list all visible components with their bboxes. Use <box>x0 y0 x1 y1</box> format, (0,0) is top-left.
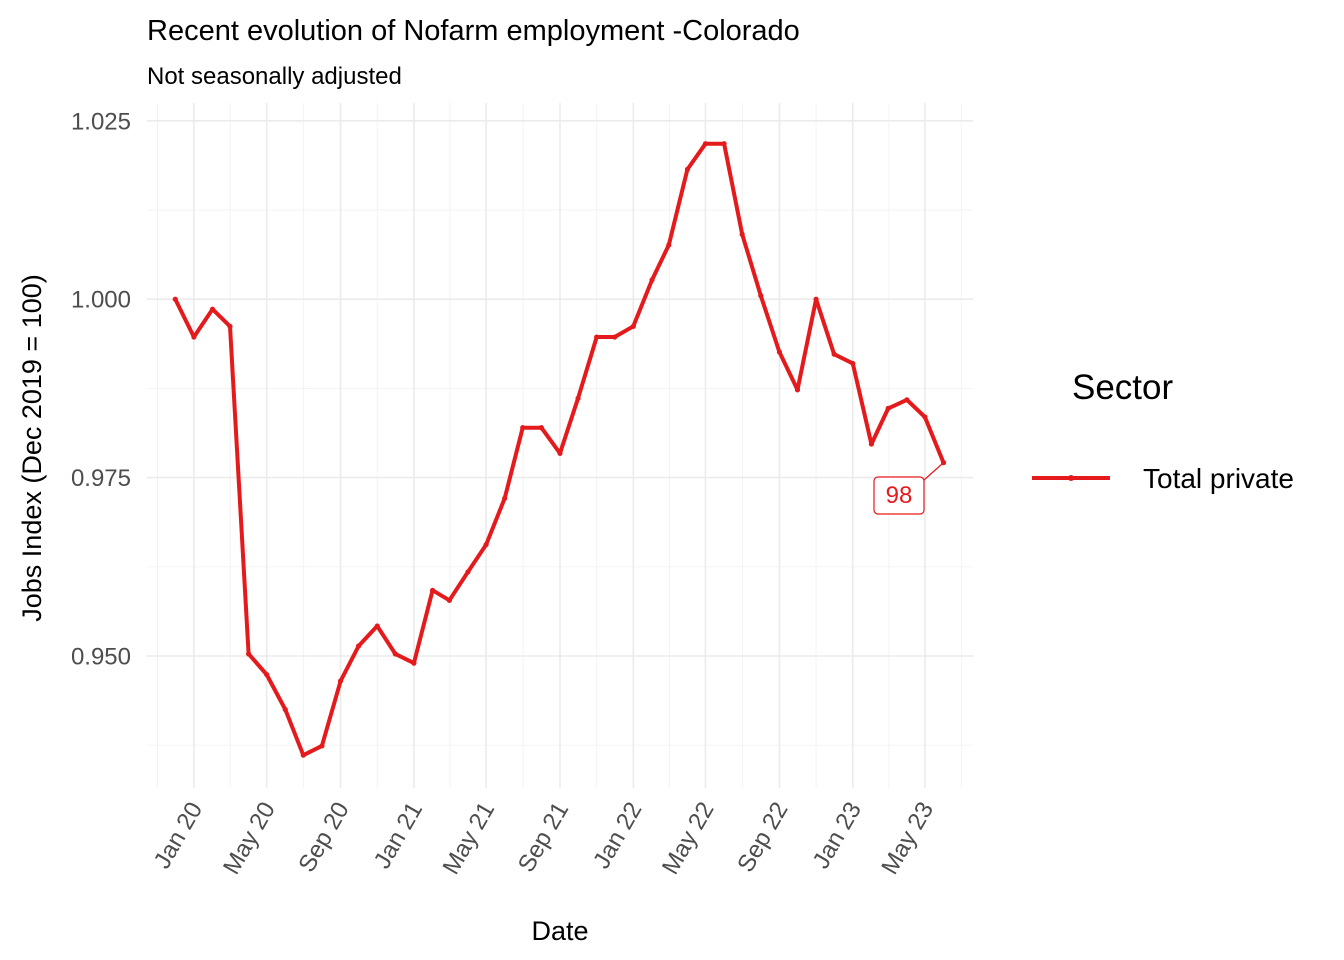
x-tick-label: May 20 <box>218 798 281 880</box>
annotation-label-box <box>873 476 925 515</box>
data-point <box>831 351 837 357</box>
legend-label-total-private: Total private <box>1143 463 1294 494</box>
data-point <box>429 587 436 593</box>
data-point <box>245 651 252 657</box>
x-tick-label: May 21 <box>438 798 501 880</box>
data-point <box>538 425 544 431</box>
legend-key-point <box>1068 475 1074 481</box>
data-point <box>868 441 875 447</box>
data-point <box>264 671 270 678</box>
data-point <box>666 242 672 248</box>
data-point <box>776 349 783 355</box>
annotation-leader-line <box>923 462 944 481</box>
data-point <box>209 306 216 312</box>
y-axis-title: Jobs Index (Dec 2019 = 100) <box>17 274 47 621</box>
data-point <box>374 623 380 629</box>
data-point <box>227 323 233 329</box>
data-point <box>300 752 306 758</box>
data-point <box>594 334 600 340</box>
data-point <box>575 395 581 402</box>
y-tick-label: 1.000 <box>71 287 131 314</box>
data-point <box>465 569 471 575</box>
data-point <box>282 706 288 713</box>
data-point <box>557 450 563 456</box>
x-axis-ticks: Jan 20 May 20 Sep 20 Jan 21 May 21 Sep 21 Jan … <box>149 798 939 880</box>
data-point <box>319 743 325 749</box>
grid-lines <box>147 103 973 788</box>
data-point <box>191 334 197 340</box>
data-point <box>721 141 727 147</box>
data-point <box>904 397 910 403</box>
data-point <box>649 277 655 283</box>
x-tick-label: Jan 21 <box>369 798 428 874</box>
plot-panel: 98 <box>147 103 973 788</box>
y-tick-label: 0.975 <box>71 465 131 492</box>
x-tick-label: Sep 21 <box>513 798 574 877</box>
legend: Sector Total private <box>1032 368 1294 494</box>
data-point <box>502 495 508 501</box>
x-tick-label: Jan 22 <box>588 798 647 874</box>
data-point <box>337 678 344 684</box>
x-tick-label: May 23 <box>876 798 939 880</box>
data-point <box>850 360 856 367</box>
data-point <box>922 414 928 420</box>
data-point <box>758 293 764 299</box>
x-tick-label: Sep 22 <box>732 798 793 877</box>
y-tick-label: 0.950 <box>71 643 131 670</box>
data-point <box>684 166 691 172</box>
data-point <box>702 141 709 147</box>
y-tick-label: 1.025 <box>71 108 131 135</box>
x-axis-title: Date <box>531 916 588 946</box>
x-tick-label: Sep 20 <box>293 798 354 877</box>
x-tick-label: Jan 20 <box>149 798 208 874</box>
y-axis-ticks: 0.950 0.975 1.000 1.025 <box>71 108 131 670</box>
data-point <box>172 296 178 302</box>
annotation-label: 98 <box>886 482 913 509</box>
data-point <box>392 651 398 657</box>
annotation-layer: 98 <box>873 462 944 515</box>
legend-title: Sector <box>1072 368 1173 407</box>
x-tick-label: May 22 <box>657 798 720 880</box>
data-point <box>885 405 891 411</box>
chart-title: Recent evolution of Nofarm employment -C… <box>147 15 800 47</box>
data-point <box>739 231 745 237</box>
data-point <box>411 660 417 666</box>
data-point <box>813 296 819 302</box>
data-point <box>520 425 526 431</box>
data-point <box>446 597 452 603</box>
data-point <box>630 323 636 329</box>
data-point <box>612 334 618 340</box>
chart-subtitle: Not seasonally adjusted <box>147 63 402 90</box>
data-point <box>794 387 801 393</box>
data-point <box>483 542 489 548</box>
data-point <box>356 643 362 649</box>
x-tick-label: Jan 23 <box>808 798 867 874</box>
